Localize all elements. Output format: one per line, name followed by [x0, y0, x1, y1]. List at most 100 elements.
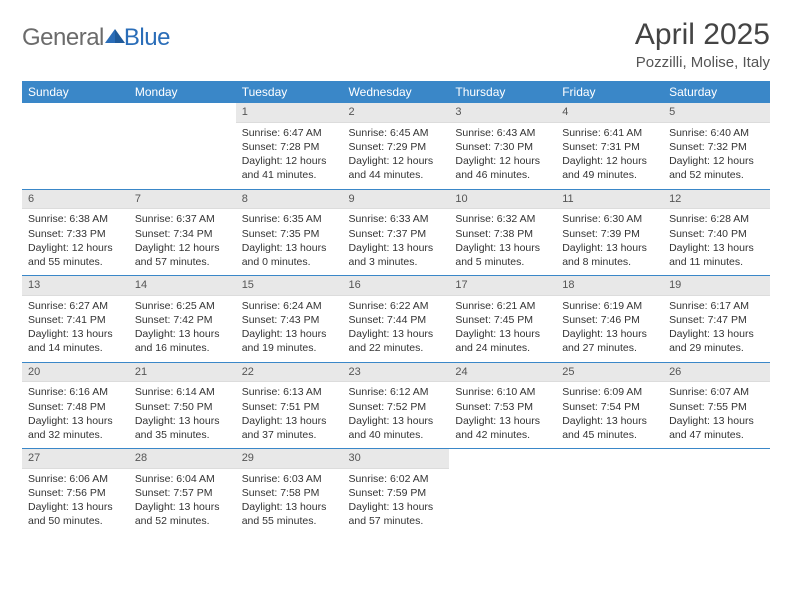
daylight-line: Daylight: 13 hours and 11 minutes. — [669, 241, 764, 269]
weekday-header-row: SundayMondayTuesdayWednesdayThursdayFrid… — [22, 81, 770, 103]
calendar-day-cell: 20Sunrise: 6:16 AMSunset: 7:48 PMDayligh… — [22, 362, 129, 449]
day-body: Sunrise: 6:22 AMSunset: 7:44 PMDaylight:… — [343, 296, 450, 362]
calendar-empty-cell — [449, 449, 556, 535]
calendar-week-row: 27Sunrise: 6:06 AMSunset: 7:56 PMDayligh… — [22, 449, 770, 535]
calendar-empty-cell — [556, 449, 663, 535]
day-number: 16 — [343, 276, 450, 296]
sunrise-line: Sunrise: 6:22 AM — [349, 299, 444, 313]
sunrise-line: Sunrise: 6:45 AM — [349, 126, 444, 140]
calendar-day-cell: 12Sunrise: 6:28 AMSunset: 7:40 PMDayligh… — [663, 189, 770, 276]
sunrise-line: Sunrise: 6:02 AM — [349, 472, 444, 486]
day-number: 8 — [236, 190, 343, 210]
day-body: Sunrise: 6:33 AMSunset: 7:37 PMDaylight:… — [343, 209, 450, 275]
sunset-line: Sunset: 7:33 PM — [28, 227, 123, 241]
day-number: 5 — [663, 103, 770, 123]
sunset-line: Sunset: 7:44 PM — [349, 313, 444, 327]
day-body: Sunrise: 6:37 AMSunset: 7:34 PMDaylight:… — [129, 209, 236, 275]
calendar-day-cell: 23Sunrise: 6:12 AMSunset: 7:52 PMDayligh… — [343, 362, 450, 449]
day-body: Sunrise: 6:04 AMSunset: 7:57 PMDaylight:… — [129, 469, 236, 535]
day-body: Sunrise: 6:27 AMSunset: 7:41 PMDaylight:… — [22, 296, 129, 362]
sunset-line: Sunset: 7:42 PM — [135, 313, 230, 327]
calendar-empty-cell — [663, 449, 770, 535]
calendar-week-row: 20Sunrise: 6:16 AMSunset: 7:48 PMDayligh… — [22, 362, 770, 449]
sunrise-line: Sunrise: 6:30 AM — [562, 212, 657, 226]
day-number: 27 — [22, 449, 129, 469]
day-number: 9 — [343, 190, 450, 210]
sunset-line: Sunset: 7:55 PM — [669, 400, 764, 414]
daylight-line: Daylight: 13 hours and 57 minutes. — [349, 500, 444, 528]
daylight-line: Daylight: 12 hours and 55 minutes. — [28, 241, 123, 269]
calendar-table: SundayMondayTuesdayWednesdayThursdayFrid… — [22, 81, 770, 535]
daylight-line: Daylight: 13 hours and 50 minutes. — [28, 500, 123, 528]
sunrise-line: Sunrise: 6:09 AM — [562, 385, 657, 399]
daylight-line: Daylight: 13 hours and 37 minutes. — [242, 414, 337, 442]
day-body: Sunrise: 6:24 AMSunset: 7:43 PMDaylight:… — [236, 296, 343, 362]
calendar-day-cell: 27Sunrise: 6:06 AMSunset: 7:56 PMDayligh… — [22, 449, 129, 535]
sunrise-line: Sunrise: 6:33 AM — [349, 212, 444, 226]
sunset-line: Sunset: 7:51 PM — [242, 400, 337, 414]
daylight-line: Daylight: 13 hours and 27 minutes. — [562, 327, 657, 355]
day-body: Sunrise: 6:12 AMSunset: 7:52 PMDaylight:… — [343, 382, 450, 448]
daylight-line: Daylight: 13 hours and 40 minutes. — [349, 414, 444, 442]
day-number: 11 — [556, 190, 663, 210]
day-number: 12 — [663, 190, 770, 210]
day-number: 25 — [556, 363, 663, 383]
daylight-line: Daylight: 13 hours and 55 minutes. — [242, 500, 337, 528]
sunrise-line: Sunrise: 6:27 AM — [28, 299, 123, 313]
month-title: April 2025 — [635, 18, 770, 52]
daylight-line: Daylight: 13 hours and 14 minutes. — [28, 327, 123, 355]
day-number: 10 — [449, 190, 556, 210]
sunrise-line: Sunrise: 6:25 AM — [135, 299, 230, 313]
calendar-day-cell: 2Sunrise: 6:45 AMSunset: 7:29 PMDaylight… — [343, 103, 450, 189]
calendar-day-cell: 1Sunrise: 6:47 AMSunset: 7:28 PMDaylight… — [236, 103, 343, 189]
calendar-day-cell: 16Sunrise: 6:22 AMSunset: 7:44 PMDayligh… — [343, 276, 450, 363]
calendar-day-cell: 6Sunrise: 6:38 AMSunset: 7:33 PMDaylight… — [22, 189, 129, 276]
sunrise-line: Sunrise: 6:13 AM — [242, 385, 337, 399]
day-body: Sunrise: 6:07 AMSunset: 7:55 PMDaylight:… — [663, 382, 770, 448]
calendar-day-cell: 18Sunrise: 6:19 AMSunset: 7:46 PMDayligh… — [556, 276, 663, 363]
day-body: Sunrise: 6:25 AMSunset: 7:42 PMDaylight:… — [129, 296, 236, 362]
daylight-line: Daylight: 13 hours and 19 minutes. — [242, 327, 337, 355]
day-body: Sunrise: 6:09 AMSunset: 7:54 PMDaylight:… — [556, 382, 663, 448]
sunrise-line: Sunrise: 6:16 AM — [28, 385, 123, 399]
sunset-line: Sunset: 7:56 PM — [28, 486, 123, 500]
day-number: 29 — [236, 449, 343, 469]
daylight-line: Daylight: 13 hours and 24 minutes. — [455, 327, 550, 355]
day-body: Sunrise: 6:14 AMSunset: 7:50 PMDaylight:… — [129, 382, 236, 448]
sunset-line: Sunset: 7:32 PM — [669, 140, 764, 154]
daylight-line: Daylight: 12 hours and 44 minutes. — [349, 154, 444, 182]
weekday-header-cell: Friday — [556, 81, 663, 103]
sunset-line: Sunset: 7:35 PM — [242, 227, 337, 241]
sunset-line: Sunset: 7:40 PM — [669, 227, 764, 241]
sunrise-line: Sunrise: 6:24 AM — [242, 299, 337, 313]
sunset-line: Sunset: 7:52 PM — [349, 400, 444, 414]
sunset-line: Sunset: 7:50 PM — [135, 400, 230, 414]
day-body: Sunrise: 6:06 AMSunset: 7:56 PMDaylight:… — [22, 469, 129, 535]
daylight-line: Daylight: 13 hours and 42 minutes. — [455, 414, 550, 442]
sunset-line: Sunset: 7:43 PM — [242, 313, 337, 327]
sunset-line: Sunset: 7:58 PM — [242, 486, 337, 500]
day-body — [449, 468, 556, 526]
daylight-line: Daylight: 13 hours and 22 minutes. — [349, 327, 444, 355]
calendar-day-cell: 10Sunrise: 6:32 AMSunset: 7:38 PMDayligh… — [449, 189, 556, 276]
calendar-body: 1Sunrise: 6:47 AMSunset: 7:28 PMDaylight… — [22, 103, 770, 535]
calendar-day-cell: 30Sunrise: 6:02 AMSunset: 7:59 PMDayligh… — [343, 449, 450, 535]
day-body: Sunrise: 6:17 AMSunset: 7:47 PMDaylight:… — [663, 296, 770, 362]
sunset-line: Sunset: 7:28 PM — [242, 140, 337, 154]
sunset-line: Sunset: 7:31 PM — [562, 140, 657, 154]
day-number: 22 — [236, 363, 343, 383]
weekday-header-cell: Wednesday — [343, 81, 450, 103]
page-header: General Blue April 2025 Pozzilli, Molise… — [22, 18, 770, 71]
calendar-week-row: 1Sunrise: 6:47 AMSunset: 7:28 PMDaylight… — [22, 103, 770, 189]
daylight-line: Daylight: 13 hours and 3 minutes. — [349, 241, 444, 269]
day-body: Sunrise: 6:43 AMSunset: 7:30 PMDaylight:… — [449, 123, 556, 189]
day-number: 14 — [129, 276, 236, 296]
day-body: Sunrise: 6:02 AMSunset: 7:59 PMDaylight:… — [343, 469, 450, 535]
sunrise-line: Sunrise: 6:12 AM — [349, 385, 444, 399]
calendar-day-cell: 25Sunrise: 6:09 AMSunset: 7:54 PMDayligh… — [556, 362, 663, 449]
sunrise-line: Sunrise: 6:38 AM — [28, 212, 123, 226]
daylight-line: Daylight: 13 hours and 32 minutes. — [28, 414, 123, 442]
sunrise-line: Sunrise: 6:35 AM — [242, 212, 337, 226]
day-number: 17 — [449, 276, 556, 296]
day-body — [663, 468, 770, 526]
